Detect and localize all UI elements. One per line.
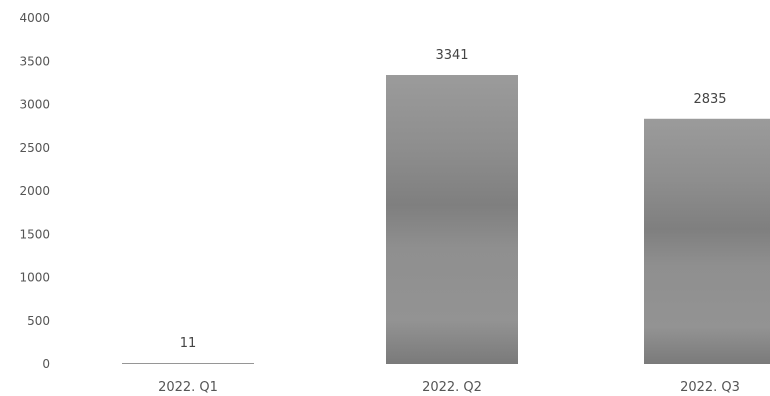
x-tick-label: 2022. Q3: [680, 380, 740, 395]
y-tick-label: 1000: [19, 271, 50, 285]
y-tick-label: 3500: [19, 54, 50, 68]
y-tick-label: 500: [27, 314, 50, 328]
bar-2022-q3: [644, 118, 770, 365]
y-tick-label: 1500: [19, 227, 50, 241]
x-axis: 2022. Q1 2022. Q2 2022. Q3: [158, 380, 740, 395]
bar-2022-q1: [122, 363, 254, 364]
data-label: 3341: [435, 48, 468, 63]
y-tick-label: 4000: [19, 11, 50, 25]
data-label: 11: [180, 336, 197, 351]
x-tick-label: 2022. Q1: [158, 380, 218, 395]
data-labels: 11 3341 2835: [180, 48, 727, 351]
data-label: 2835: [693, 92, 726, 107]
y-tick-label: 2000: [19, 184, 50, 198]
bars: [122, 75, 770, 365]
bar-2022-q2: [386, 75, 518, 364]
y-tick-label: 0: [42, 357, 50, 371]
y-tick-label: 2500: [19, 141, 50, 155]
y-axis: 0 500 1000 1500 2000 2500 3000 3500 4000: [19, 11, 50, 371]
x-tick-label: 2022. Q2: [422, 380, 482, 395]
y-tick-label: 3000: [19, 98, 50, 112]
